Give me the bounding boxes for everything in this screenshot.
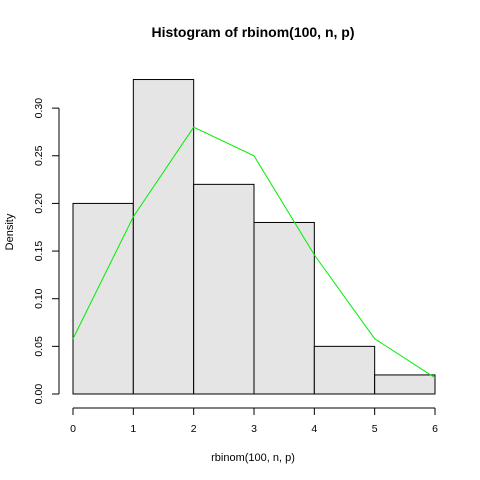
x-tick-label: 6 xyxy=(432,423,438,435)
y-tick-label: 0.20 xyxy=(33,193,45,214)
chart-title: Histogram of rbinom(100, n, p) xyxy=(151,24,354,40)
x-axis: 0 1 2 3 4 5 6 xyxy=(70,407,438,435)
histogram-bar-1 xyxy=(132,79,195,395)
histogram-bars xyxy=(72,79,436,395)
y-tick-label: 0.25 xyxy=(33,145,45,166)
histogram-bar-2 xyxy=(193,183,255,395)
x-tick-label: 2 xyxy=(191,423,197,435)
x-tick-label: 1 xyxy=(130,423,136,435)
y-tick-label: 0.30 xyxy=(33,98,45,119)
y-tick-label: 0.10 xyxy=(33,288,45,309)
y-tick-label: 0.15 xyxy=(33,241,45,262)
x-tick-label: 3 xyxy=(251,423,257,435)
histogram-bar-4 xyxy=(313,345,376,395)
density-line xyxy=(72,126,436,379)
x-axis-label: rbinom(100, n, p) xyxy=(211,452,295,464)
x-tick-label: 0 xyxy=(70,423,76,435)
y-axis-label: Density xyxy=(4,213,16,250)
histogram-bar-3 xyxy=(253,221,315,395)
x-tick-label: 4 xyxy=(311,423,317,435)
x-tick-label: 5 xyxy=(372,423,378,435)
y-axis: 0.00 0.05 0.10 0.15 0.20 0.25 0.30 xyxy=(33,98,60,405)
y-tick-label: 0.05 xyxy=(33,336,45,357)
histogram-bar-5 xyxy=(374,374,436,395)
y-tick-label: 0.00 xyxy=(33,384,45,405)
histogram-bar-0 xyxy=(72,202,134,395)
